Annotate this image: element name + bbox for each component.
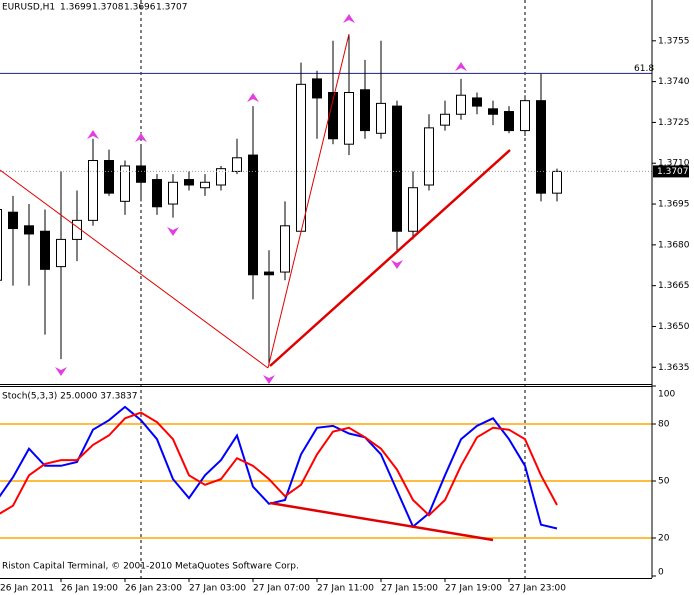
- level-label: 61.8: [634, 64, 654, 74]
- stoch-line: [0, 411, 558, 517]
- ohlc-low: 1.3696: [124, 3, 156, 13]
- y-tick-label: 1.3710: [658, 159, 690, 169]
- candle-body: [216, 168, 226, 186]
- candle-body: [120, 165, 130, 202]
- y-tick-label: 1.3725: [658, 118, 690, 128]
- symbol-title: EURUSD,H1: [2, 3, 55, 13]
- candle-body: [552, 170, 562, 194]
- x-tick-label: 27 Jan 15:00: [381, 584, 438, 594]
- x-tick-label: 27 Jan 11:00: [317, 584, 374, 594]
- fractal-down: [391, 260, 403, 269]
- indicator-title: Stoch(5,3,3) 25.0000 37.3837: [2, 392, 137, 402]
- fractals: [55, 14, 467, 384]
- fractal-up: [455, 62, 467, 71]
- y-tick-label: 20: [658, 534, 670, 544]
- trend-line: [267, 33, 350, 369]
- stoch-line: [0, 405, 558, 530]
- ohlc-open: 1.3699: [60, 3, 92, 13]
- candle-body: [8, 211, 18, 230]
- candle-body: [136, 165, 146, 183]
- candle-body: [376, 102, 386, 134]
- candle-body: [104, 160, 114, 194]
- y-tick-label: 0: [658, 568, 664, 578]
- candle-body: [392, 105, 402, 232]
- trend-line: [269, 501, 494, 542]
- x-tick-label: 27 Jan 07:00: [253, 584, 310, 594]
- y-tick-label: 1.3680: [658, 240, 690, 250]
- current-price-label: 1.3707: [657, 167, 689, 177]
- candle-body: [152, 179, 162, 208]
- candle-body: [520, 100, 530, 132]
- candle-body: [440, 113, 450, 126]
- x-tick-label: 27 Jan 03:00: [189, 584, 246, 594]
- frame: [0, 0, 653, 579]
- fractal-down: [167, 227, 179, 236]
- y-tick-label: 1.3695: [658, 200, 690, 210]
- candle-body: [168, 181, 178, 205]
- footer: Riston Capital Terminal, © 2001-2010 Met…: [2, 562, 299, 572]
- trend-line: [269, 149, 511, 367]
- candle-body: [184, 179, 194, 186]
- candle-body: [88, 160, 98, 221]
- candle-body: [472, 97, 482, 107]
- x-tick-label: 26 Jan 23:00: [125, 584, 182, 594]
- fractal-down: [263, 375, 275, 384]
- y-tick-label: 1.3755: [658, 36, 690, 46]
- ohlc-high: 1.3708: [92, 3, 124, 13]
- x-tick-label: 27 Jan 19:00: [445, 584, 502, 594]
- candle-body: [408, 187, 418, 232]
- y-tick-label: 100: [658, 390, 675, 400]
- candle-body: [264, 271, 274, 276]
- x-tick-label: 26 Jan 2011: [0, 584, 54, 594]
- candle-body: [40, 230, 50, 270]
- x-tick-label: 26 Jan 19:00: [61, 584, 118, 594]
- candle-body: [536, 100, 546, 194]
- fractal-down: [55, 367, 67, 376]
- candle-body: [344, 91, 354, 145]
- trend-line: [0, 169, 269, 369]
- fractal-up: [247, 93, 259, 102]
- y-tick-label: 1.3665: [658, 281, 690, 291]
- y-tick-label: 80: [658, 420, 670, 430]
- candle-body: [24, 225, 34, 235]
- candle-body: [0, 208, 2, 281]
- y-tick-label: 1.3650: [658, 322, 690, 332]
- candle-body: [360, 89, 370, 132]
- candle-body: [328, 91, 338, 140]
- ohlc-close: 1.3707: [156, 3, 188, 13]
- candle-body: [424, 127, 434, 186]
- trend-lines: [0, 33, 511, 542]
- candle-body: [56, 238, 66, 268]
- current-price-box: [653, 165, 689, 178]
- candle-body: [488, 108, 498, 115]
- x-tick-label: 27 Jan 23:00: [509, 584, 566, 594]
- candle-body: [504, 111, 514, 132]
- y-tick-label: 1.3740: [658, 77, 690, 87]
- candle-body: [456, 94, 466, 115]
- fractal-up: [343, 14, 355, 23]
- y-tick-label: 1.3635: [658, 363, 690, 373]
- candle-body: [232, 157, 242, 172]
- candle-body: [72, 219, 82, 240]
- candle-body: [200, 181, 210, 189]
- y-tick-label: 50: [658, 477, 670, 487]
- candle-body: [248, 154, 258, 276]
- candle-body: [280, 225, 290, 273]
- fractal-up: [87, 130, 99, 139]
- fractal-up: [135, 133, 147, 142]
- candle-body: [312, 78, 322, 99]
- candle-body: [296, 83, 306, 232]
